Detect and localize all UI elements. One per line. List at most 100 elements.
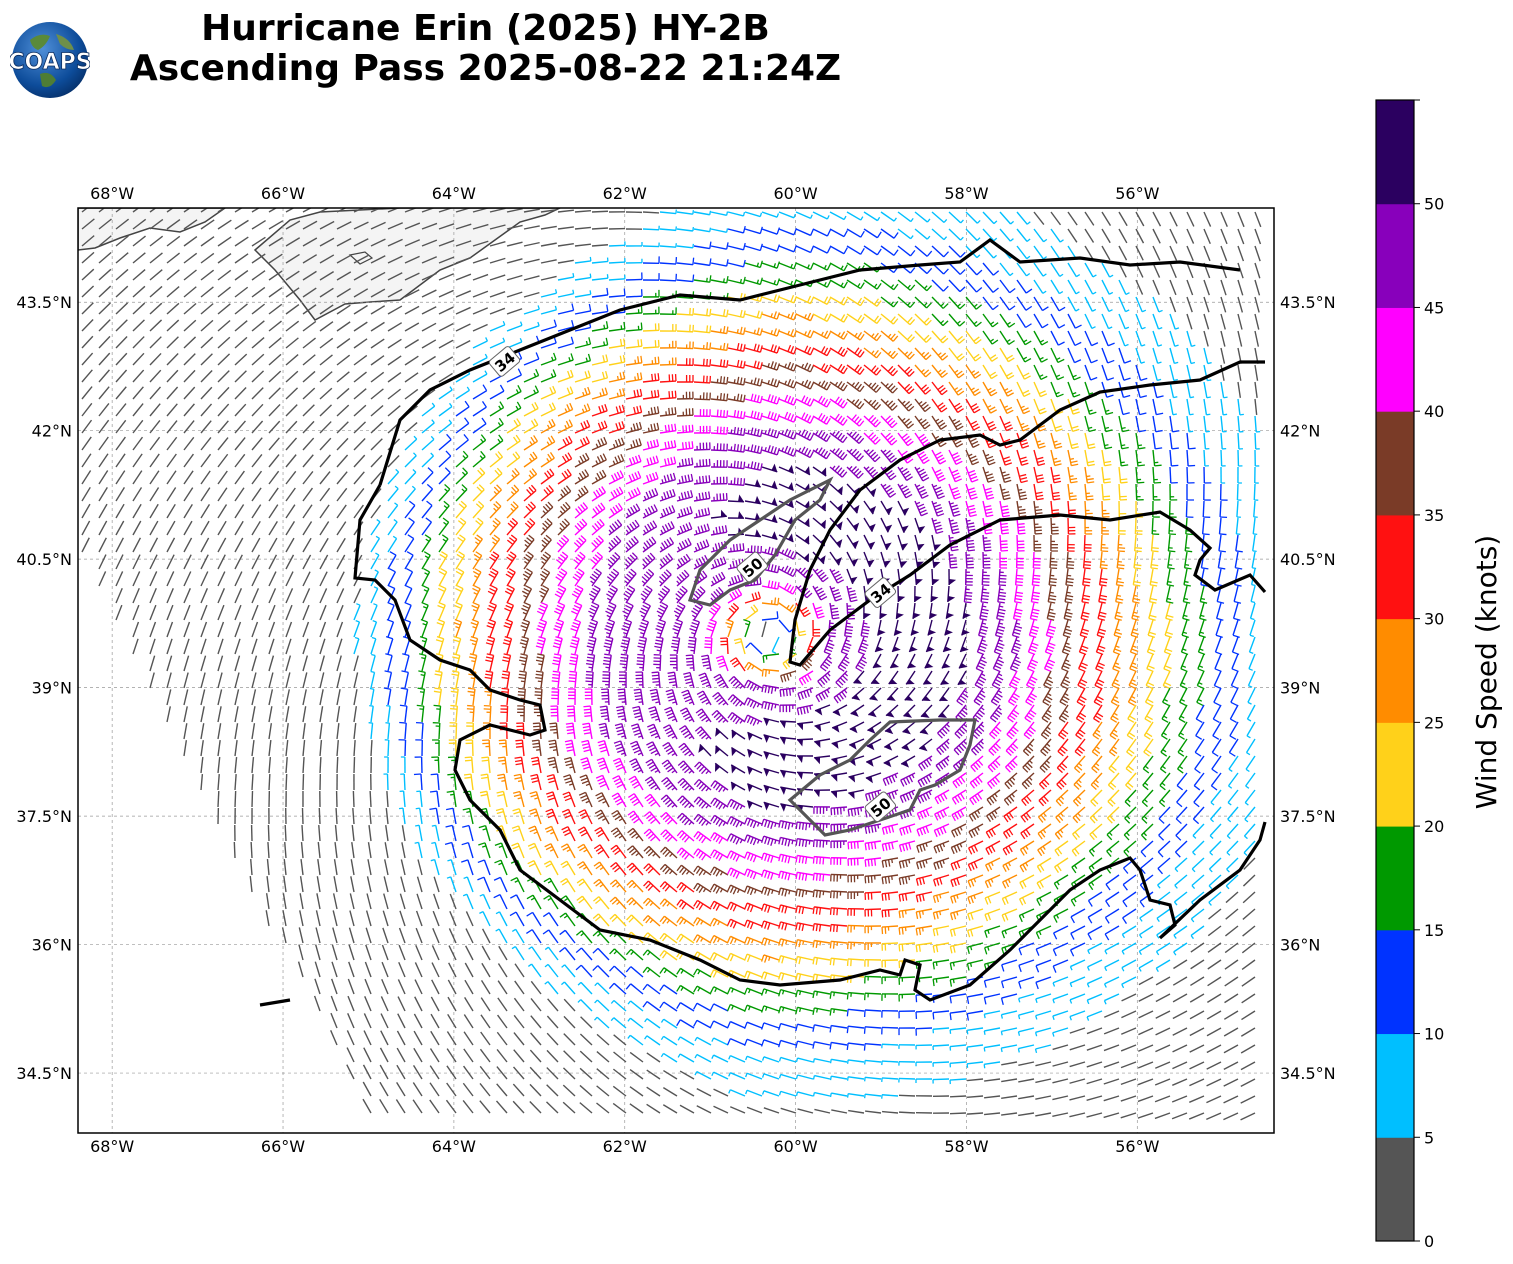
wind-barb: [302, 689, 307, 706]
wind-barb: [1118, 262, 1127, 278]
wind-barb: [1237, 245, 1245, 262]
wind-barb: [234, 253, 249, 264]
wind-barb: [234, 790, 237, 808]
wind-barb: [694, 761, 712, 775]
wind-barb: [710, 211, 729, 217]
wind-barb: [966, 1044, 984, 1052]
wind-barb: [234, 621, 242, 638]
wind-barb: [418, 670, 426, 689]
wind-barb: [881, 891, 899, 901]
wind-barb: [1229, 704, 1239, 723]
wind-barb: [1220, 313, 1226, 330]
wind-barb: [1219, 500, 1228, 519]
wind-barb: [673, 602, 686, 621]
wind-barb: [1067, 432, 1079, 450]
wind-barb: [727, 588, 743, 604]
wind-barb: [726, 1020, 746, 1029]
wind-barb: [744, 591, 761, 604]
wind-barb: [319, 337, 334, 349]
wind-barb: [497, 997, 508, 1012]
wind-barb: [217, 621, 225, 638]
wind-barb: [578, 791, 593, 808]
wind-barb: [608, 388, 626, 400]
wind-barb: [606, 568, 620, 587]
wind-barb: [914, 313, 932, 326]
wind-barb: [988, 738, 1002, 756]
wind-barb: [872, 653, 882, 669]
wind-barb: [1217, 568, 1225, 587]
wind-barb: [594, 999, 610, 1012]
wind-barb: [353, 371, 367, 383]
wind-barb: [528, 946, 542, 961]
wind-barb: [931, 517, 944, 534]
wind-barb: [544, 946, 559, 961]
wind-barb: [681, 689, 695, 706]
wind-barb: [416, 704, 425, 723]
wind-barb: [1050, 483, 1061, 501]
wind-barb: [795, 500, 811, 510]
wind-barb: [413, 1030, 423, 1046]
wind-barb: [627, 827, 644, 842]
wind-barb: [563, 1050, 576, 1063]
wind-barb: [285, 672, 291, 689]
wind-barb: [625, 948, 644, 961]
wind-barb: [285, 723, 289, 740]
wind-barb: [1141, 806, 1154, 824]
wind-barb: [539, 585, 550, 604]
wind-barb: [402, 653, 410, 672]
wind-barb: [1237, 279, 1244, 296]
wind-barb: [1118, 245, 1128, 261]
wind-barb: [472, 290, 489, 298]
wind-barb: [897, 330, 915, 343]
wind-barb: [641, 568, 655, 587]
wind-barb: [991, 670, 1004, 689]
wind-barb: [1203, 211, 1212, 227]
wind-barb: [632, 705, 644, 723]
wind-barb: [778, 602, 797, 613]
wind-barb: [299, 893, 304, 910]
wind-barb: [608, 355, 626, 366]
wind-barb: [489, 451, 503, 468]
wind-barb: [414, 962, 423, 978]
wind-barb: [814, 721, 831, 732]
wind-barb: [975, 653, 987, 673]
wind-barb: [914, 585, 922, 603]
wind-barb: [1206, 993, 1222, 1003]
wind-barb: [1219, 483, 1228, 501]
wind-barb: [506, 274, 523, 281]
wind-barb: [914, 245, 933, 257]
wind-barb: [529, 1066, 542, 1080]
wind-barb: [669, 654, 678, 672]
wind-barb: [795, 412, 815, 424]
wind-barb: [557, 319, 575, 332]
wind-barb: [1048, 568, 1057, 587]
wind-barb: [676, 490, 694, 502]
wind-barb: [514, 756, 525, 774]
wind-barb: [846, 279, 865, 290]
wind-barb: [562, 1101, 576, 1114]
wind-barb: [336, 304, 351, 315]
wind-barb: [413, 1047, 423, 1063]
wind-barb: [1171, 1112, 1188, 1120]
wind-barb: [413, 1013, 423, 1029]
wind-barb: [557, 289, 575, 298]
wind-barb: [574, 210, 592, 213]
wind-barb: [1125, 755, 1137, 774]
wind-barb: [336, 672, 342, 689]
wind-barb: [586, 636, 597, 655]
wind-barb: [576, 895, 593, 910]
wind-barb: [1152, 432, 1163, 450]
wind-barb: [796, 738, 814, 747]
wind-barb: [761, 531, 778, 540]
wind-barb: [761, 818, 780, 829]
wind-barb: [1209, 840, 1222, 856]
wind-barb: [710, 900, 729, 911]
wind-barb: [1082, 568, 1091, 587]
wind-barb: [812, 956, 831, 965]
wind-barb: [401, 670, 410, 689]
wind-barb: [970, 755, 984, 773]
wind-barb: [778, 1090, 797, 1097]
wind-barb: [711, 1054, 729, 1063]
wind-barb: [915, 1010, 933, 1019]
wind-barb: [489, 291, 506, 298]
